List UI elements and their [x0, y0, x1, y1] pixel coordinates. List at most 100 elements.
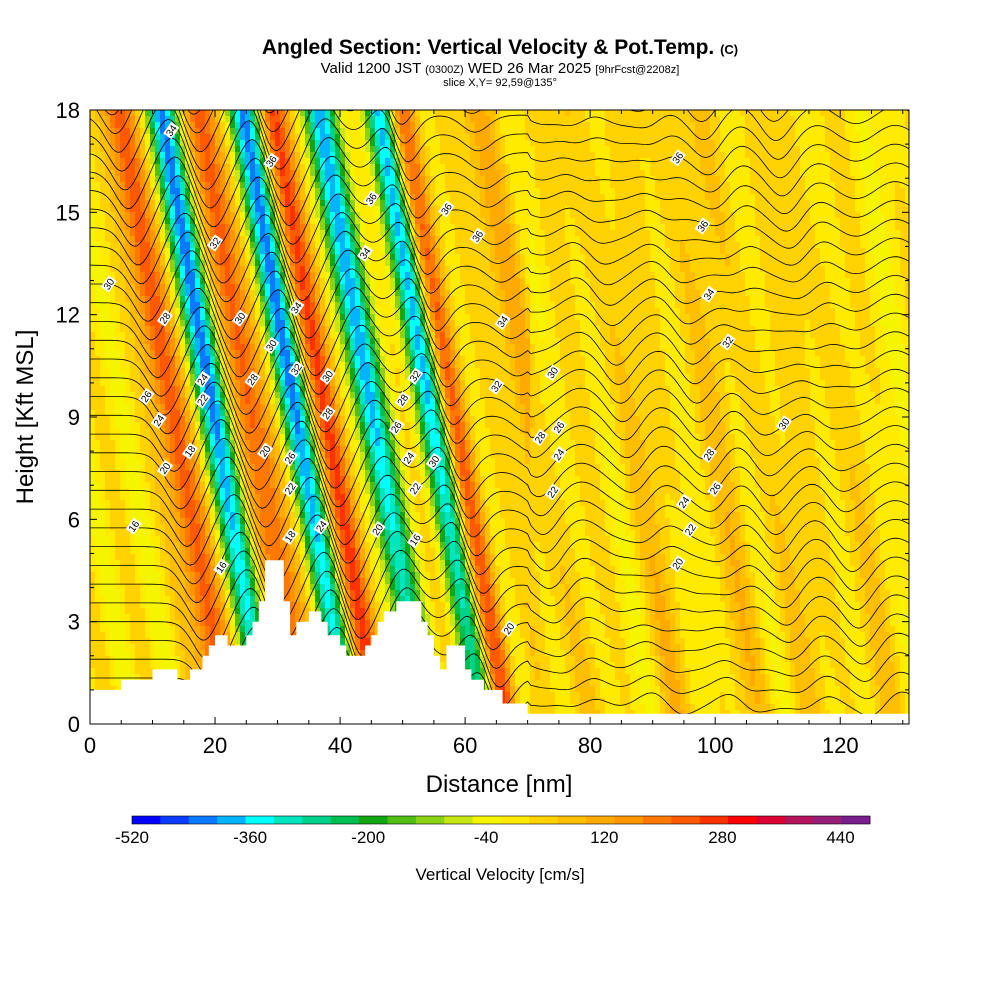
- velocity-cell: [125, 320, 131, 327]
- velocity-cell: [250, 386, 256, 393]
- velocity-cell: [265, 440, 271, 447]
- velocity-cell: [155, 362, 161, 369]
- velocity-cell: [120, 344, 126, 351]
- velocity-cell: [145, 446, 151, 453]
- velocity-cell: [100, 554, 106, 561]
- velocity-cell: [290, 194, 296, 201]
- velocity-cell: [320, 434, 326, 441]
- velocity-cell: [95, 518, 101, 525]
- velocity-cell: [190, 638, 196, 645]
- velocity-cell: [155, 314, 161, 321]
- velocity-cell: [140, 674, 146, 681]
- velocity-cell: [200, 314, 206, 321]
- velocity-cell: [95, 164, 101, 171]
- velocity-cell: [315, 284, 321, 291]
- velocity-cell: [260, 404, 266, 411]
- velocity-cell: [100, 596, 106, 603]
- velocity-cell: [90, 410, 96, 417]
- velocity-cell: [170, 152, 176, 159]
- velocity-cell: [190, 386, 196, 393]
- velocity-cell: [180, 398, 186, 405]
- velocity-cell: [205, 548, 211, 555]
- velocity-cell: [125, 272, 131, 279]
- velocity-cell: [260, 476, 266, 483]
- velocity-cell: [300, 332, 306, 339]
- velocity-cell: [240, 200, 246, 207]
- velocity-cell: [285, 128, 291, 135]
- velocity-cell: [255, 140, 261, 147]
- velocity-cell: [95, 608, 101, 615]
- velocity-cell: [150, 590, 156, 597]
- velocity-cell: [255, 206, 261, 213]
- velocity-cell: [280, 284, 286, 291]
- velocity-cell: [195, 164, 201, 171]
- velocity-cell: [90, 680, 96, 687]
- velocity-cell: [290, 140, 296, 147]
- velocity-cell: [325, 272, 331, 279]
- velocity-cell: [165, 434, 171, 441]
- velocity-cell: [295, 506, 301, 513]
- velocity-cell: [255, 560, 261, 567]
- velocity-cell: [300, 422, 306, 429]
- velocity-cell: [225, 506, 231, 513]
- velocity-cell: [110, 452, 116, 459]
- velocity-cell: [205, 248, 211, 255]
- velocity-cell: [160, 338, 166, 345]
- velocity-cell: [105, 446, 111, 453]
- velocity-cell: [155, 458, 161, 465]
- velocity-cell: [150, 260, 156, 267]
- velocity-cell: [185, 212, 191, 219]
- velocity-cell: [175, 602, 181, 609]
- velocity-cell: [250, 296, 256, 303]
- velocity-cell: [145, 230, 151, 237]
- velocity-cell: [185, 638, 191, 645]
- velocity-cell: [280, 194, 286, 201]
- velocity-cell: [235, 632, 241, 639]
- velocity-cell: [145, 128, 151, 135]
- velocity-cell: [285, 584, 291, 591]
- velocity-cell: [105, 434, 111, 441]
- velocity-cell: [100, 638, 106, 645]
- velocity-cell: [225, 572, 231, 579]
- velocity-cell: [215, 254, 221, 261]
- velocity-cell: [110, 110, 116, 117]
- velocity-cell: [280, 512, 286, 519]
- velocity-cell: [220, 146, 226, 153]
- velocity-cell: [310, 308, 316, 315]
- velocity-cell: [310, 134, 316, 141]
- velocity-cell: [220, 164, 226, 171]
- velocity-cell: [190, 320, 196, 327]
- velocity-cell: [130, 368, 136, 375]
- velocity-cell: [115, 290, 121, 297]
- velocity-cell: [130, 392, 136, 399]
- velocity-cell: [280, 116, 286, 123]
- velocity-cell: [180, 440, 186, 447]
- velocity-cell: [300, 176, 306, 183]
- velocity-cell: [150, 518, 156, 525]
- velocity-cell: [240, 536, 246, 543]
- velocity-cell: [220, 386, 226, 393]
- velocity-cell: [315, 470, 321, 477]
- velocity-cell: [280, 440, 286, 447]
- velocity-cell: [280, 230, 286, 237]
- velocity-cell: [275, 398, 281, 405]
- velocity-cell: [215, 392, 221, 399]
- velocity-cell: [155, 278, 161, 285]
- velocity-cell: [300, 242, 306, 249]
- velocity-cell: [250, 542, 256, 549]
- velocity-cell: [240, 584, 246, 591]
- velocity-cell: [305, 278, 311, 285]
- velocity-cell: [290, 404, 296, 411]
- velocity-cell: [155, 188, 161, 195]
- velocity-cell: [135, 464, 141, 471]
- velocity-cell: [185, 338, 191, 345]
- velocity-cell: [305, 272, 311, 279]
- velocity-cell: [150, 266, 156, 273]
- velocity-cell: [145, 356, 151, 363]
- velocity-cell: [205, 596, 211, 603]
- velocity-cell: [175, 320, 181, 327]
- velocity-cell: [305, 386, 311, 393]
- velocity-cell: [240, 422, 246, 429]
- velocity-cell: [190, 398, 196, 405]
- velocity-cell: [255, 188, 261, 195]
